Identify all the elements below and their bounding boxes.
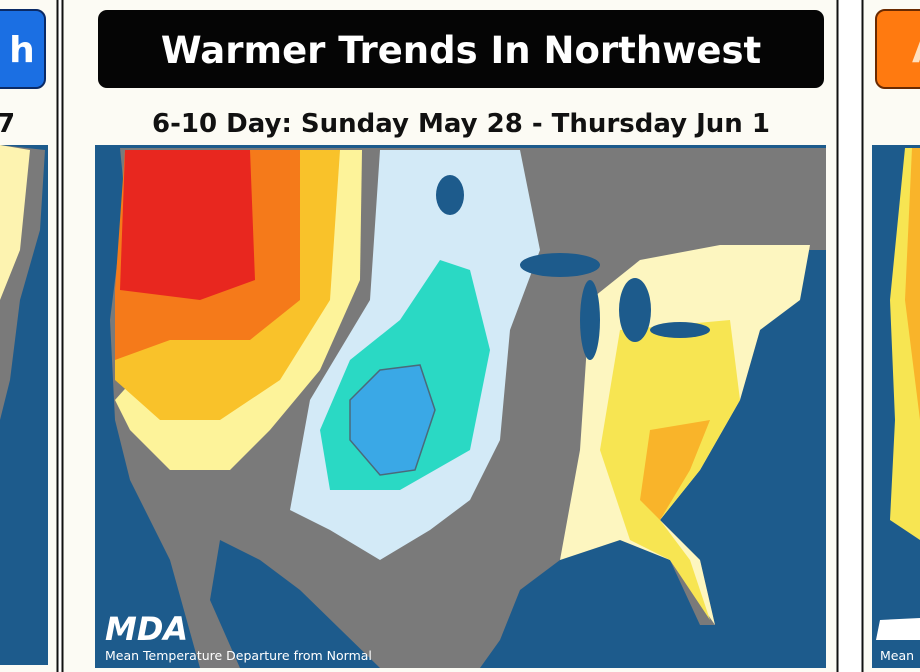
card-subtitle: 6-10 Day: Sunday May 28 - Thursday Jun 1 [152,109,770,139]
card-title: h [9,30,35,71]
card-title: Warmer Trends In Northwest [161,29,761,72]
card-title: A [912,30,920,71]
logo: MDA [105,610,188,648]
map-caption: Mean [880,648,914,663]
map [95,145,826,668]
map [872,145,920,668]
title-bar [875,9,920,89]
title-bar [0,9,46,89]
title-bar [98,10,824,88]
map [0,145,48,665]
card-subtitle: 7 [0,109,15,139]
map-caption: Mean Temperature Departure from Normal [105,648,372,663]
